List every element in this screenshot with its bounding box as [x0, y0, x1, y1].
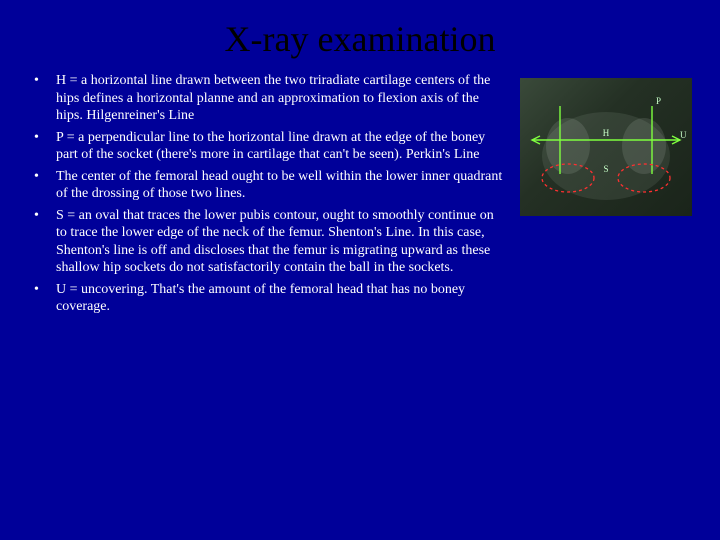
label-p: P [656, 96, 661, 106]
slide-title: X-ray examination [0, 0, 720, 72]
list-item: P = a perpendicular line to the horizont… [28, 129, 508, 164]
list-item: U = uncovering. That's the amount of the… [28, 281, 508, 316]
content-area: H = a horizontal line drawn between the … [0, 72, 720, 320]
label-h: H [603, 128, 610, 138]
list-item: The center of the femoral head ought to … [28, 168, 508, 203]
list-item: H = a horizontal line drawn between the … [28, 72, 508, 125]
bullet-list: H = a horizontal line drawn between the … [28, 72, 520, 320]
list-item: S = an oval that traces the lower pubis … [28, 207, 508, 277]
xray-figure: H P U S [520, 78, 692, 216]
label-s: S [603, 164, 608, 174]
label-u: U [680, 130, 687, 140]
xray-svg: H P U S [520, 78, 692, 216]
